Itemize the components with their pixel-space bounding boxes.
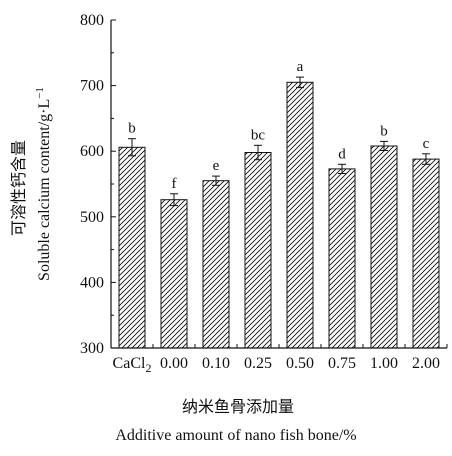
x-tick-label: 2.00 (412, 355, 440, 372)
bar (286, 81, 314, 349)
axis-titles-layer: 纳米鱼骨添加量 Additive amount of nano fish bone… (9, 87, 357, 444)
axes-layer: 300 400 500 600 700 800 CaCl2 0.00 0.10 0.25 0.50 0… (80, 12, 448, 375)
x-axis-title-cn: 纳米鱼骨添加量 (182, 397, 294, 416)
error-bar (380, 140, 388, 151)
significance-letter: b (380, 123, 388, 139)
y-tick-label: 500 (80, 209, 104, 226)
significance-letter: bc (251, 127, 266, 143)
significance-letter: a (297, 59, 304, 75)
bar (118, 146, 146, 349)
y-axis-title-en: Soluble calcium content/g·L−1 (34, 87, 53, 281)
significance-letter: b (128, 121, 136, 137)
error-bar (128, 138, 136, 157)
y-tick-label: 700 (80, 78, 104, 95)
error-bar (422, 153, 430, 165)
x-tick-label: 0.75 (328, 355, 356, 372)
x-tick-label: 0.00 (160, 355, 188, 372)
x-tick-label: CaCl2 (113, 355, 152, 375)
y-tick-label: 300 (80, 340, 104, 357)
x-tick-label: 1.00 (370, 355, 398, 372)
bar (412, 158, 440, 349)
error-bar (254, 144, 262, 161)
error-bar (170, 193, 178, 207)
bar (160, 199, 188, 349)
significance-letter: e (213, 158, 220, 174)
y-tick-label: 400 (80, 274, 104, 291)
bar (370, 145, 398, 349)
significance-letter: f (172, 176, 177, 192)
significance-letter: c (423, 136, 430, 152)
error-bars-layer (128, 76, 430, 207)
significance-letter: d (338, 146, 346, 162)
y-tick-label: 600 (80, 143, 104, 160)
error-bar (212, 175, 220, 186)
bar (244, 152, 272, 349)
bars-layer (118, 81, 440, 349)
x-tick-label: 0.50 (286, 355, 314, 372)
x-axis-title-en: Additive amount of nano fish bone/% (115, 427, 356, 444)
bar (202, 180, 230, 349)
x-tick-label: 0.10 (202, 355, 230, 372)
error-bar (296, 76, 304, 89)
error-bar (338, 163, 346, 174)
bar (328, 168, 356, 349)
x-tick-label: 0.25 (244, 355, 272, 372)
y-tick-label: 800 (80, 12, 104, 29)
y-axis-title-cn: 可溶性钙含量 (9, 140, 28, 236)
